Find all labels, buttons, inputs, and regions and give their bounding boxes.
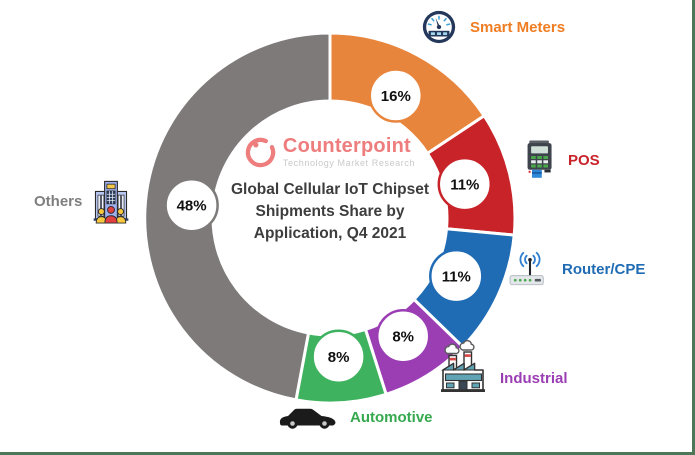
legend-automotive: Automotive <box>276 402 433 432</box>
value-label-industrial: 8% <box>392 329 414 346</box>
legend-label-smart-meters: Smart Meters <box>470 18 566 36</box>
value-badge-smart-meters <box>368 68 424 123</box>
legend-label-router-cpe: Router/CPE <box>562 260 646 278</box>
logo-wordmark: Counterpoint <box>282 135 411 157</box>
legend-industrial: Industrial <box>436 340 568 396</box>
value-label-automotive: 8% <box>328 349 350 366</box>
value-badge-router-cpe <box>429 248 484 304</box>
logo-tagline: Technology Market Research <box>282 158 416 168</box>
value-badge-pos <box>437 156 493 212</box>
legend-label-industrial: Industrial <box>500 370 568 387</box>
chart-title-line-2: Shipments Share by <box>255 203 405 220</box>
value-label-pos: 11% <box>450 177 479 194</box>
chart-center: Counterpoint Technology Market Research … <box>196 136 464 245</box>
value-label-router-cpe: 11% <box>442 269 471 286</box>
pos-terminal-icon <box>527 140 552 178</box>
value-label-smart-meters: 16% <box>381 88 411 105</box>
value-badge-others <box>164 177 219 233</box>
chart-title-line-1: Global Cellular IoT Chipset <box>230 181 430 198</box>
legend-router-cpe: Router/CPE <box>508 250 645 288</box>
legend-smart-meters: Smart Meters <box>420 8 565 46</box>
value-badge-automotive <box>311 329 366 384</box>
legend-label-automotive: Automotive <box>350 408 433 426</box>
router-icon <box>509 251 544 286</box>
counterpoint-logo-icon <box>245 137 276 167</box>
gauge-icon <box>422 10 456 44</box>
building-icon <box>94 180 129 224</box>
legend-pos: POS <box>524 138 600 182</box>
car-icon <box>279 408 336 429</box>
legend-label-others: Others <box>34 193 83 210</box>
legend-others: Others <box>34 178 132 225</box>
value-badge-industrial <box>375 308 431 364</box>
chart-title-line-3: Application, Q4 2021 <box>253 225 407 242</box>
factory-icon <box>441 340 485 392</box>
chart-title: Global Cellular IoT Chipset Shipments Sh… <box>196 179 464 245</box>
legend-label-pos: POS <box>568 151 600 169</box>
logo-text: Counterpoint Technology Market Research <box>283 136 415 168</box>
counterpoint-logo: Counterpoint Technology Market Research <box>196 136 464 168</box>
value-label-others: 48% <box>177 198 207 215</box>
donut-segment-others <box>143 31 332 402</box>
